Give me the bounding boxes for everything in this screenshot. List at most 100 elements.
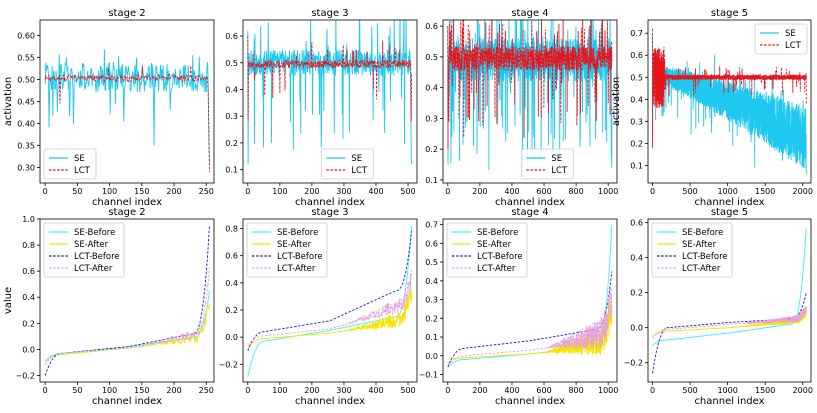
y-tick-label: 0.0 <box>225 333 238 342</box>
axes-frame <box>647 218 812 383</box>
x-tick-label: 1500 <box>755 386 775 395</box>
series-se-after <box>44 303 210 363</box>
y-tick-label: 0.6 <box>630 51 643 60</box>
y-tick-label: 0.4 <box>425 277 438 286</box>
x-tick-label: 0 <box>43 187 48 196</box>
x-tick-label: 300 <box>336 187 351 196</box>
y-tick-label: 0.1 <box>425 176 438 185</box>
legend: SE LCT <box>43 148 97 180</box>
y-tick-label: 0.6 <box>630 219 643 228</box>
x-tick-label: 1000 <box>598 187 618 196</box>
x-tick-label: 600 <box>536 187 551 196</box>
plot-area <box>44 49 210 173</box>
series-lct <box>652 28 807 148</box>
series-lct-before <box>44 225 210 376</box>
y-tick-label: −0.1 <box>419 371 438 380</box>
x-axis-label: channel index <box>92 197 162 208</box>
plot-area <box>447 224 613 368</box>
y-tick-label: 0.5 <box>630 73 643 82</box>
y-tick-label: 0.4 <box>22 293 35 302</box>
x-tick-label: 0 <box>245 187 250 196</box>
x-tick-label: 800 <box>568 187 583 196</box>
y-tick-label: 0.4 <box>630 254 643 263</box>
y-axis-label: value <box>3 287 14 314</box>
x-tick-label: 0 <box>650 386 655 395</box>
series-lct <box>447 20 613 150</box>
x-axis-label: channel index <box>694 396 764 407</box>
chart-title: stage 4 <box>511 8 548 19</box>
x-axis-label: channel index <box>295 197 365 208</box>
y-tick-label: 0.6 <box>425 22 438 31</box>
y-tick-label: 0.45 <box>17 98 35 107</box>
y-tick-label: 0.2 <box>630 139 643 148</box>
y-tick-label: 0.2 <box>630 289 643 298</box>
y-tick-label: 0.3 <box>225 112 238 121</box>
chart-title: stage 2 <box>108 8 145 19</box>
x-tick-label: 1000 <box>598 386 618 395</box>
x-tick-label: 0 <box>650 187 655 196</box>
y-tick-label: 0.5 <box>225 59 238 68</box>
x-tick-label: 1000 <box>717 386 737 395</box>
subplot-8: stage 5 0 500 1000 1500 2000 −0.2 0.0 0.2 0.4 0.6 c… <box>624 207 813 407</box>
legend-label: LCT <box>551 166 568 176</box>
x-axis-label: channel index <box>92 396 162 407</box>
legend-label: LCT <box>74 166 91 176</box>
y-tick-label: 0.4 <box>225 85 238 94</box>
series-se <box>652 33 807 175</box>
x-tick-label: 800 <box>568 386 583 395</box>
y-axis-label: activation <box>611 77 622 127</box>
legend: SE-Before SE-After LCT-Before LCT-After <box>246 222 328 278</box>
chart-title: stage 5 <box>711 8 748 19</box>
legend-label: SE-Before <box>682 228 723 238</box>
x-tick-label: 150 <box>134 386 149 395</box>
x-axis-label: channel index <box>694 197 764 208</box>
x-tick-label: 200 <box>166 386 181 395</box>
y-tick-label: 0.1 <box>630 161 643 170</box>
series-se-before <box>44 290 210 362</box>
y-tick-label: 0.7 <box>630 29 643 38</box>
series-lct-after <box>44 267 210 366</box>
plot-area <box>447 20 613 177</box>
y-tick-label: 0.2 <box>425 314 438 323</box>
series-lct-after <box>652 305 807 339</box>
x-tick-label: 600 <box>536 386 551 395</box>
series-se-after <box>247 289 413 349</box>
y-tick-label: 0.60 <box>17 31 35 40</box>
y-tick-label: 0.6 <box>425 239 438 248</box>
series-lct-before <box>447 271 613 368</box>
y-tick-label: −0.2 <box>219 360 238 369</box>
x-tick-label: 0 <box>445 386 450 395</box>
x-axis-label: channel index <box>295 396 365 407</box>
y-tick-label: 0.55 <box>17 53 35 62</box>
y-tick-label: 0.0 <box>22 345 35 354</box>
legend-label: LCT <box>785 41 802 51</box>
x-tick-label: 300 <box>336 386 351 395</box>
subplot-4: stage 5 0 500 1000 1500 2000 0.1 0.2 0.3 0.4 0.5 0.… <box>611 8 813 208</box>
series-se-before <box>652 227 807 346</box>
x-tick-label: 200 <box>472 386 487 395</box>
legend-box <box>520 148 574 180</box>
legend-box <box>320 148 374 180</box>
legend-box <box>43 222 125 278</box>
chart-title: stage 4 <box>511 207 548 218</box>
x-tick-label: 150 <box>134 187 149 196</box>
plot-area <box>652 28 807 175</box>
legend: SE-Before SE-After LCT-Before LCT-After <box>651 222 733 278</box>
plot-area <box>247 225 413 377</box>
legend-label: LCT-Before <box>277 252 323 262</box>
legend-label: SE-After <box>277 240 312 250</box>
legend-label: SE-After <box>477 240 512 250</box>
series-se-before <box>247 225 413 377</box>
y-tick-label: 0.35 <box>17 142 35 151</box>
y-tick-label: 0.5 <box>425 53 438 62</box>
legend: SE LCT <box>320 148 374 180</box>
legend-box <box>651 222 733 278</box>
legend-label: SE <box>74 154 85 164</box>
legend: SE LCT <box>754 23 808 55</box>
x-tick-label: 100 <box>102 386 117 395</box>
series-se-after <box>652 308 807 337</box>
y-tick-label: 0.5 <box>425 258 438 267</box>
y-tick-label: 0.40 <box>17 120 35 129</box>
x-tick-label: 400 <box>504 187 519 196</box>
y-tick-label: 0.4 <box>630 95 643 104</box>
